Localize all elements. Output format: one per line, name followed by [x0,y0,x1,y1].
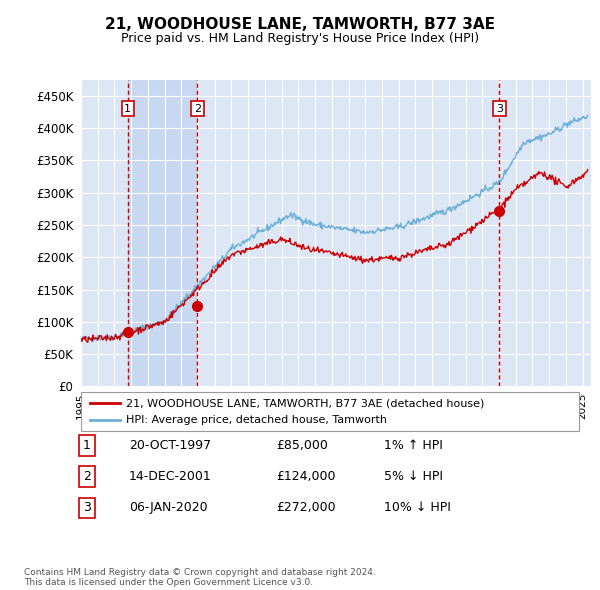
Text: 21, WOODHOUSE LANE, TAMWORTH, B77 3AE: 21, WOODHOUSE LANE, TAMWORTH, B77 3AE [105,17,495,31]
Text: HPI: Average price, detached house, Tamworth: HPI: Average price, detached house, Tamw… [126,415,387,425]
Text: 21, WOODHOUSE LANE, TAMWORTH, B77 3AE (detached house): 21, WOODHOUSE LANE, TAMWORTH, B77 3AE (d… [126,398,484,408]
Text: 2: 2 [83,470,91,483]
Text: 1: 1 [83,439,91,452]
Text: 20-OCT-1997: 20-OCT-1997 [129,439,211,452]
Bar [128,80,197,386]
Text: £272,000: £272,000 [276,502,335,514]
Text: Contains HM Land Registry data © Crown copyright and database right 2024.
This d: Contains HM Land Registry data © Crown c… [24,568,376,587]
Text: 5% ↓ HPI: 5% ↓ HPI [384,470,443,483]
Text: 1: 1 [124,104,131,114]
Text: 2: 2 [194,104,201,114]
Text: £124,000: £124,000 [276,470,335,483]
Text: 3: 3 [83,502,91,514]
Text: Price paid vs. HM Land Registry's House Price Index (HPI): Price paid vs. HM Land Registry's House … [121,32,479,45]
Text: 1% ↑ HPI: 1% ↑ HPI [384,439,443,452]
Text: 14-DEC-2001: 14-DEC-2001 [129,470,212,483]
Text: £85,000: £85,000 [276,439,328,452]
Text: 3: 3 [496,104,503,114]
Text: 10% ↓ HPI: 10% ↓ HPI [384,502,451,514]
Text: 06-JAN-2020: 06-JAN-2020 [129,502,208,514]
